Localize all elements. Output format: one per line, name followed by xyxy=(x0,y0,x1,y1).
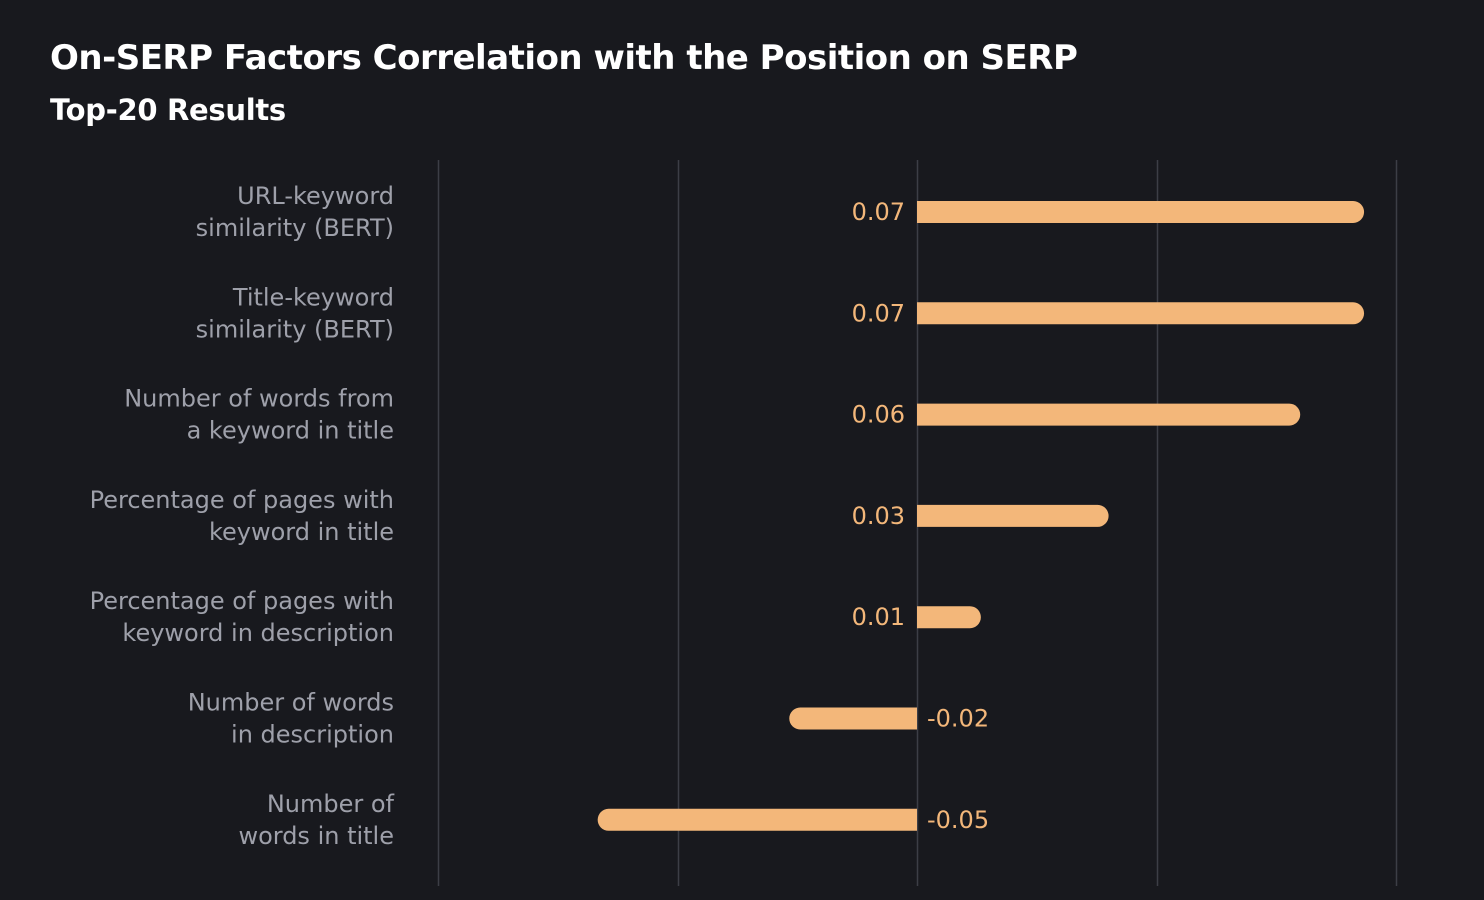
bar xyxy=(917,504,1109,527)
category-label-line: URL-keyword xyxy=(237,182,394,210)
bar xyxy=(917,403,1301,426)
value-label: 0.01 xyxy=(852,603,905,631)
bar xyxy=(597,808,917,831)
category-label-line: Title-keyword xyxy=(232,283,394,311)
category-label-line: keyword in description xyxy=(122,619,394,647)
category-label-line: Number of words from xyxy=(124,385,394,413)
labels: 0.07 URL-keyword similarity (BERT) 0.07 Titl… xyxy=(90,182,990,850)
value-label: -0.02 xyxy=(927,705,989,733)
category-label-line: Number of words xyxy=(188,689,394,717)
value-label: 0.07 xyxy=(852,198,905,226)
category-label-line: similarity (BERT) xyxy=(196,214,394,242)
chart-title: On-SERP Factors Correlation with the Pos… xyxy=(50,38,1078,78)
bar xyxy=(917,606,981,629)
value-label: -0.05 xyxy=(927,806,989,834)
bar xyxy=(917,302,1365,325)
category-label-line: Percentage of pages with xyxy=(90,486,394,514)
category-label-line: Percentage of pages with xyxy=(90,587,394,615)
bar xyxy=(917,201,1365,223)
category-label-line: words in title xyxy=(238,822,394,850)
category-label: Number of words in title xyxy=(238,790,394,850)
bar xyxy=(789,707,917,730)
category-label: Percentage of pages with keyword in descr… xyxy=(90,587,394,647)
chart-subtitle: Top-20 Results xyxy=(50,93,286,127)
value-label: 0.07 xyxy=(852,299,905,327)
category-label-line: keyword in title xyxy=(209,518,394,546)
value-label: 0.03 xyxy=(852,502,905,530)
category-label: Percentage of pages with keyword in title xyxy=(90,486,394,546)
category-label-line: similarity (BERT) xyxy=(196,315,394,343)
category-label: Number of words in description xyxy=(188,689,394,749)
value-label: 0.06 xyxy=(852,401,905,429)
bars xyxy=(597,201,1365,831)
category-label: URL-keyword similarity (BERT) xyxy=(196,182,394,242)
category-label-line: in description xyxy=(231,721,394,749)
category-label: Number of words from a keyword in title xyxy=(124,385,394,445)
category-label-line: Number of xyxy=(267,790,395,818)
category-label: Title-keyword similarity (BERT) xyxy=(196,283,394,343)
category-label-line: a keyword in title xyxy=(187,417,394,445)
